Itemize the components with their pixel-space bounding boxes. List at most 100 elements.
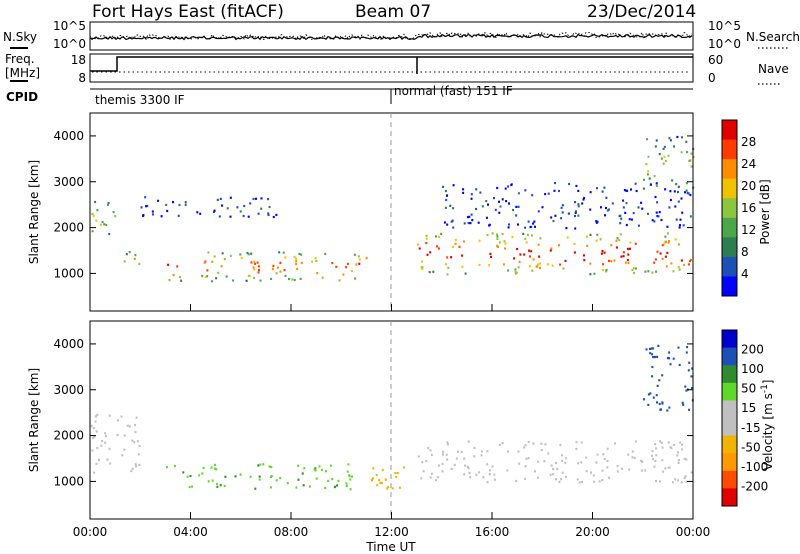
power-echo-2 [152,213,154,216]
power-echo-4 [503,263,505,266]
power-echo-4 [529,255,531,258]
power-echo-5 [628,218,631,221]
power-echo-2 [146,204,149,208]
power-echo-2 [140,206,143,209]
velocity-echo-0 [123,434,126,437]
power-echo-5 [589,208,592,211]
power-echo-2 [229,196,232,199]
velocity-cbar-segment [722,365,737,384]
power-echo-4 [667,241,670,244]
velocity-echo-3 [651,454,654,457]
power-echo-4 [428,271,431,274]
power-echo-5 [685,189,688,192]
velocity-echo-1 [336,484,339,487]
power-echo-4 [514,271,517,274]
power-echo-0 [101,220,104,224]
velocity-echo-3 [614,442,616,445]
freq-trace [90,56,693,74]
velocity-echo-2 [376,484,379,487]
velocity-echo-3 [498,443,501,446]
velocity-echo-1 [268,465,271,468]
velocity-echo-2 [402,466,405,469]
velocity-echo-4 [677,346,680,349]
power-echo-4 [573,251,576,254]
power-echo-4 [634,267,637,270]
velocity-echo-3 [651,457,654,461]
velocity-echo-4 [658,379,661,382]
power-echo-3 [358,258,361,261]
power-echo-4 [677,243,680,246]
velocity-echo-1 [295,486,298,489]
power-echo-5 [561,204,564,207]
velocity-echo-1 [259,463,262,466]
velocity-echo-1 [301,472,304,475]
velocity-echo-3 [525,457,528,460]
power-echo-1 [133,257,136,260]
velocity-echo-1 [346,470,349,473]
velocity-echo-3 [430,453,433,456]
velocity-echo-3 [506,469,509,472]
power-echo-5 [498,200,500,203]
velocity-echo-1 [219,484,222,487]
power-echo-5 [595,221,598,224]
velocity-echo-0 [134,423,137,427]
velocity-echo-3 [420,477,423,480]
velocity-echo-4 [685,389,688,392]
power-echo-4 [531,269,534,272]
velocity-cbar-segment [722,400,737,419]
power-echo-4 [496,244,499,247]
velocity-echo-1 [215,468,218,471]
velocity-echo-4 [658,402,661,405]
power-echo-2 [172,201,174,204]
power-echo-4 [429,251,432,254]
velocity-echo-1 [224,475,227,478]
velocity-ytick-label: 2000 [53,429,84,443]
velocity-echo-3 [631,450,634,453]
power-echo-4 [421,260,424,263]
power-echo-5 [680,197,683,200]
power-echo-5 [595,220,598,223]
power-echo-5 [477,221,480,224]
velocity-echo-3 [473,446,476,450]
power-echo-4 [524,237,527,240]
velocity-echo-3 [422,470,425,473]
power-echo-4 [539,237,542,240]
power-echo-4 [670,262,673,265]
power-echo-3 [288,277,290,281]
power-echo-2 [216,198,219,201]
velocity-echo-3 [598,480,601,483]
power-echo-5 [442,185,445,188]
velocity-echo-3 [549,473,552,476]
velocity-echo-0 [126,424,129,427]
power-echo-4 [446,256,449,259]
velocity-echo-3 [534,470,536,473]
power-echo-6 [673,145,675,148]
power-echo-5 [449,204,452,207]
velocity-echo-3 [467,467,470,470]
velocity-echo-1 [182,471,185,474]
power-cbar-segment [722,178,737,199]
velocity-echo-3 [681,443,684,446]
velocity-echo-1 [325,470,327,473]
velocity-echo-3 [561,459,563,462]
power-echo-5 [679,224,681,227]
power-echo-2 [267,198,270,201]
velocity-echo-4 [668,351,671,354]
power-echo-4 [666,251,669,254]
power-echo-5 [554,181,556,185]
power-echo-5 [647,212,649,215]
velocity-echo-4 [686,346,689,349]
velocity-echo-1 [262,463,265,466]
power-echo-4 [677,266,680,269]
power-echo-2 [221,204,224,207]
power-echo-5 [488,224,491,227]
velocity-echo-1 [223,484,226,488]
power-echo-4 [528,265,531,268]
velocity-echo-4 [652,396,655,399]
velocity-echo-3 [457,450,459,453]
velocity-cbar-tick: 100 [741,362,764,376]
velocity-echo-3 [608,476,611,479]
velocity-echo-3 [555,461,558,465]
time-axis: 00:00 04:00 08:00 12:00 16:00 20:00 00:00 [73,304,710,539]
